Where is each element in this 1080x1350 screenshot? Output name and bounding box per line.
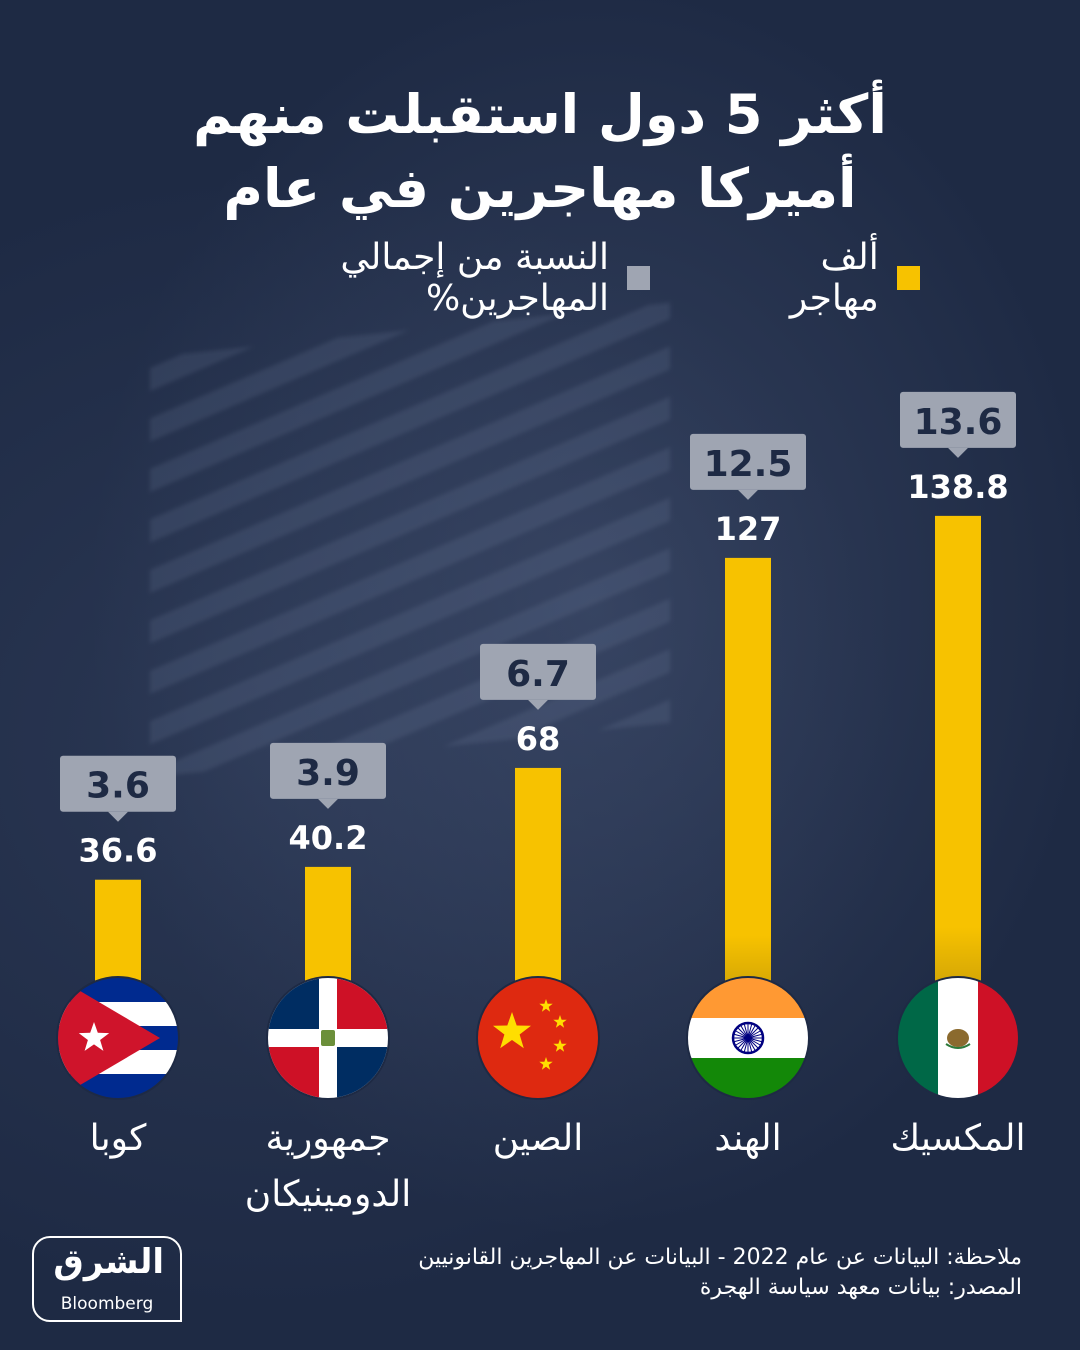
dominican-republic-flag-icon <box>268 978 388 1098</box>
chart-title-line1: أكثر 5 دول استقبلت منهم <box>193 83 887 146</box>
china-flag-icon <box>478 978 598 1098</box>
share-value-label: 3.6 <box>86 766 150 807</box>
category-label: الهند <box>714 1118 781 1159</box>
share-box <box>480 643 596 700</box>
logo-partner: Bloomberg <box>60 1294 154 1314</box>
bar-value-label: 40.2 <box>289 819 368 857</box>
bar-value-label: 127 <box>715 510 782 548</box>
bar-0 <box>935 515 981 1030</box>
cuba-flag-icon <box>58 978 178 1098</box>
share-value-label: 12.5 <box>704 444 793 485</box>
share-box-pointer <box>738 489 758 500</box>
bar-value-label: 138.8 <box>907 468 1008 506</box>
asharq-bloomberg-logo: الشرق Bloomberg <box>32 1236 182 1322</box>
share-box-pointer <box>318 798 338 809</box>
category-label: الدومينيكان <box>245 1174 411 1215</box>
logo-brand: الشرق <box>53 1242 164 1282</box>
india-flag-icon <box>688 978 808 1098</box>
legend: ألف مهاجر النسبة من إجمالي المهاجرين% <box>160 237 920 319</box>
legend-label-share: النسبة من إجمالي المهاجرين% <box>340 237 610 319</box>
footer-note: ملاحظة: البيانات عن عام 2022 - البيانات … <box>418 1245 1022 1270</box>
share-box-pointer <box>108 811 128 822</box>
legend-swatch-yellow <box>896 266 920 290</box>
chart-title-line2: أميركا مهاجرين في عام <box>223 157 857 220</box>
share-box <box>690 433 806 490</box>
share-box <box>900 391 1016 448</box>
share-box <box>270 742 386 799</box>
category-label: المكسيك <box>891 1118 1026 1159</box>
share-box <box>60 755 176 812</box>
category-label: جمهورية <box>266 1118 391 1159</box>
legend-swatch-gray <box>627 266 651 290</box>
legend-label-immigrants: ألف مهاجر <box>789 237 879 319</box>
share-value-label: 3.9 <box>296 753 360 794</box>
bar-value-label: 68 <box>516 720 561 758</box>
bar-1 <box>725 557 771 1030</box>
bar-value-label: 36.6 <box>79 832 158 870</box>
share-box-pointer <box>948 447 968 458</box>
mexico-flag-icon <box>898 978 1018 1098</box>
footer-source: المصدر: بيانات معهد سياسة الهجرة <box>699 1275 1022 1300</box>
category-label: الصين <box>493 1118 583 1159</box>
category-label: كوبا <box>90 1118 148 1159</box>
legend-item-share: النسبة من إجمالي المهاجرين% <box>160 237 651 319</box>
footer-notes: ملاحظة: البيانات عن عام 2022 - البيانات … <box>418 1243 1022 1303</box>
share-value-label: 13.6 <box>914 402 1003 443</box>
share-box-pointer <box>528 699 548 710</box>
share-value-label: 6.7 <box>506 654 570 695</box>
legend-item-immigrants: ألف مهاجر <box>725 237 920 319</box>
